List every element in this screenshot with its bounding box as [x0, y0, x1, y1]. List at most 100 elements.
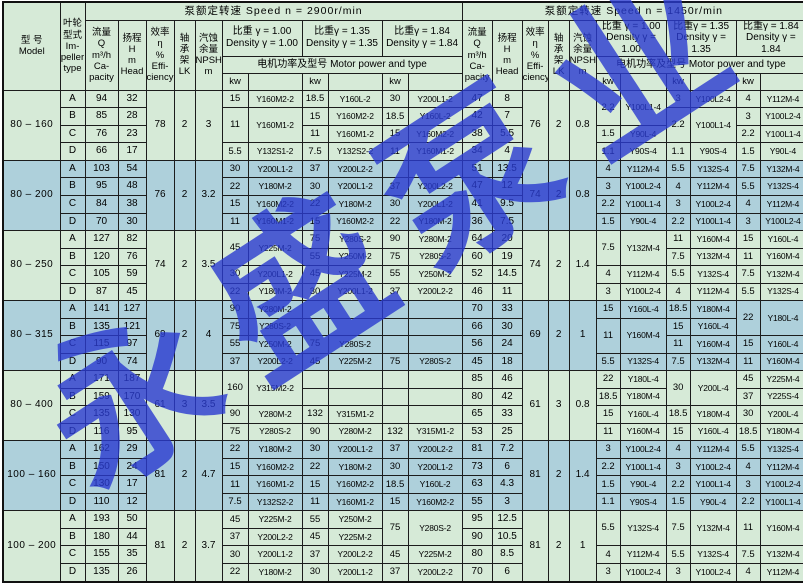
head-cell: 46: [491, 370, 523, 389]
motor-kw-cell: 3: [665, 457, 691, 477]
flow-cell: 60: [461, 247, 493, 267]
motor-type-cell: [407, 300, 463, 319]
motor-kw-cell: 30: [665, 370, 691, 407]
head-cell: 17: [117, 142, 147, 161]
motor-type-cell: Y280M-2: [407, 230, 463, 249]
table-row: D 135 26 22 Y180M-2 30 Y200L1-2 37 Y200L2-2 70 6 3 Y…: [3, 562, 803, 583]
motor-kw-cell: 11: [665, 335, 691, 354]
motor-type-cell: [407, 405, 463, 424]
impeller-cell: A: [59, 159, 86, 179]
head-cell: 97: [117, 335, 147, 354]
header-density-100-2900: 比重 γ = 1.00 Density γ = 1.00: [221, 19, 303, 57]
bearing-cell: 2: [173, 230, 196, 302]
head-cell: 59: [117, 265, 147, 284]
motor-type-cell: Y160M2-2: [247, 194, 303, 214]
motor-kw-cell: 11: [595, 422, 621, 442]
bearing-cell: 2: [173, 89, 196, 161]
motor-kw-cell: 30: [735, 405, 761, 424]
efficiency-cell: 61: [145, 370, 175, 442]
motor-kw-cell: 45: [735, 370, 761, 389]
motor-kw-cell: 5.5: [665, 545, 691, 564]
bearing-cell: 2: [547, 440, 570, 512]
header-kw: kw: [381, 72, 409, 91]
header-kw: kw: [221, 72, 249, 91]
motor-type-header-blank: [759, 72, 803, 91]
motor-kw-cell: 90: [381, 230, 409, 249]
efficiency-cell: 81: [145, 440, 175, 512]
motor-type-cell: Y100L2-4: [619, 562, 667, 583]
motor-kw-cell: 37: [381, 282, 409, 302]
motor-type-cell: Y225M-2: [247, 230, 303, 267]
head-cell: 4: [491, 142, 523, 161]
motor-kw-cell: 55: [221, 335, 249, 354]
table-row: C 115 97 55 Y250M-2 75 Y280S-2 56 24 11 Y160M-4 15 Y…: [3, 335, 803, 354]
motor-kw-cell: 37: [735, 387, 761, 407]
motor-type-cell: Y132S-4: [759, 177, 803, 196]
motor-kw-cell: 30: [301, 177, 329, 196]
efficiency-cell: 81: [521, 510, 549, 583]
motor-kw-cell: 90: [221, 300, 249, 319]
header-efficiency-1450: 效率 η % Effi- ciency: [521, 19, 549, 91]
header-motor-power-1450: 电机功率及型号 Motor power and type: [595, 55, 803, 74]
motor-kw-cell: 11: [221, 475, 249, 494]
motor-type-cell: Y200L2-2: [327, 159, 383, 179]
motor-kw-cell: 11: [301, 124, 329, 144]
flow-cell: 193: [84, 510, 119, 529]
motor-type-cell: Y160L-2: [327, 89, 383, 109]
motor-type-cell: Y225M-2: [327, 265, 383, 284]
motor-kw-cell: 1.5: [595, 475, 621, 494]
impeller-cell: D: [59, 352, 86, 372]
table-row: 80 – 200 A 103 54 76 2 3.2 30 Y200L1-2 37 Y200L2-2…: [2, 159, 803, 232]
motor-kw-cell: 18.5: [595, 387, 621, 407]
motor-kw-cell: 30: [301, 282, 329, 302]
motor-type-cell: Y160M2-2: [407, 124, 463, 144]
impeller-cell: B: [59, 247, 86, 267]
motor-type-cell: Y200L1-2: [247, 265, 303, 284]
flow-cell: 95: [461, 510, 493, 529]
flow-cell: 81: [461, 440, 493, 459]
flow-cell: 135: [84, 562, 119, 583]
motor-kw-cell: 3: [595, 440, 621, 459]
motor-type-cell: Y280S-2: [247, 422, 303, 442]
flow-cell: 155: [84, 545, 119, 564]
flow-cell: 76: [84, 124, 119, 144]
motor-type-cell: Y160L-4: [689, 317, 737, 337]
motor-type-cell: Y132S-4: [619, 352, 667, 372]
table-row: 100 – 200 A 193 50 81 2 3.7 45 Y225M-2 55 Y250M-2 7…: [2, 510, 803, 583]
motor-type-cell: Y280S-2: [327, 335, 383, 354]
motor-kw-cell: 2.2: [595, 194, 621, 214]
motor-type-cell: Y225M-2: [327, 527, 383, 547]
motor-kw-cell: 45: [221, 510, 249, 529]
flow-cell: 41: [461, 194, 493, 214]
head-cell: 32: [117, 89, 147, 109]
model-cell: 80 – 160: [2, 89, 61, 161]
motor-type-cell: Y132S-4: [689, 159, 737, 179]
motor-type-cell: Y280S-2: [407, 510, 463, 547]
efficiency-cell: 81: [145, 510, 175, 583]
head-cell: 45: [117, 282, 147, 302]
head-cell: 170: [117, 387, 147, 407]
motor-kw-cell: 1.5: [595, 124, 621, 144]
motor-kw-cell: 30: [381, 89, 409, 109]
header-head-2900: 扬程 H m Head: [117, 19, 147, 91]
motor-type-cell: Y90L-4: [619, 124, 667, 144]
flow-cell: 120: [84, 247, 119, 267]
motor-type-cell: Y180M-4: [689, 405, 737, 424]
head-cell: 130: [117, 405, 147, 424]
motor-kw-cell: 11: [735, 510, 761, 547]
head-cell: 8.5: [491, 545, 523, 564]
motor-type-cell: Y315M1-2: [407, 422, 463, 442]
motor-kw-cell: 18.5: [735, 422, 761, 442]
impeller-cell: B: [59, 457, 86, 477]
motor-kw-cell: 37: [381, 440, 409, 459]
motor-type-cell: Y160L-4: [759, 335, 803, 354]
header-density-135-2900: 比重γ = 1.35 Density γ = 1.35: [301, 19, 383, 57]
flow-cell: 70: [84, 212, 119, 232]
head-cell: 38: [117, 194, 147, 214]
motor-type-cell: Y180M-2: [327, 457, 383, 477]
head-cell: 30: [491, 317, 523, 337]
motor-kw-cell: 15: [595, 405, 621, 424]
head-cell: 33: [491, 300, 523, 319]
motor-kw-cell: 37: [301, 545, 329, 564]
impeller-cell: C: [59, 475, 86, 494]
